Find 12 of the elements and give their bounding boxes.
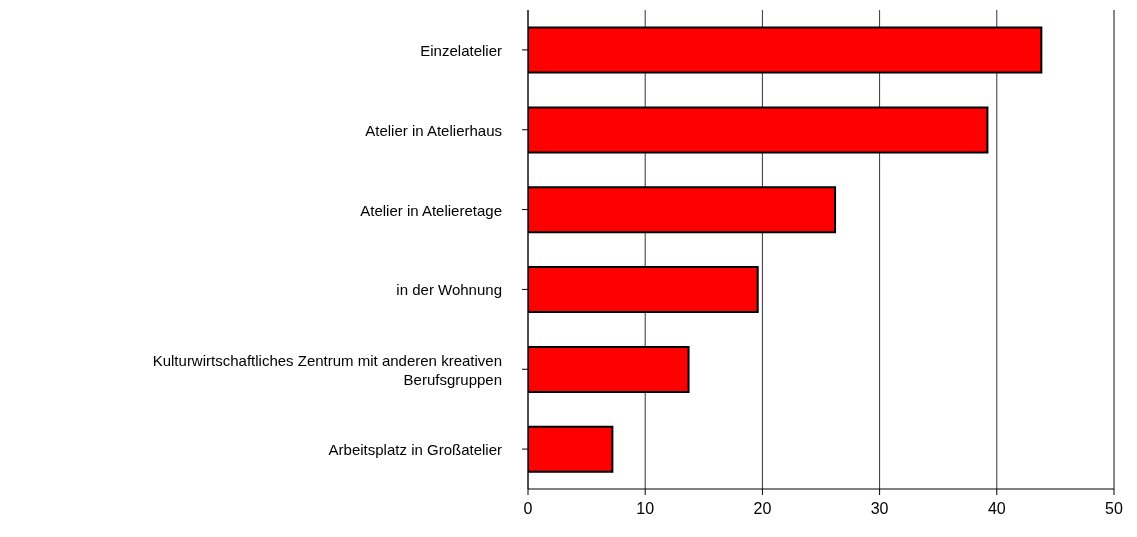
x-tick-label: 20 (753, 500, 772, 518)
x-tick-label: 40 (987, 500, 1006, 518)
x-tick-label: 0 (523, 500, 533, 518)
y-tick-label: Atelier in Atelierhaus (365, 121, 502, 139)
y-tick-label: Kulturwirtschaftliches Zentrum mit anderen kreativen Berufsgruppen (152, 351, 502, 388)
y-tick-label: Arbeitsplatz in Großatelier (328, 440, 502, 458)
y-tick-label: Einzelatelier (420, 41, 502, 59)
y-tick-label: Atelier in Atelieretage (360, 201, 502, 219)
x-tick-label: 30 (870, 500, 889, 518)
x-tick-label: 10 (636, 500, 655, 518)
x-tick-label: 50 (1105, 500, 1123, 518)
y-tick-label: in der Wohnung (396, 280, 502, 298)
